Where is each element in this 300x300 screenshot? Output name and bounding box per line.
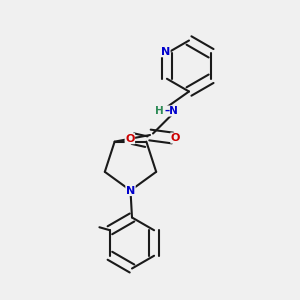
Text: O: O: [125, 134, 135, 144]
Text: O: O: [171, 133, 180, 143]
Text: H: H: [154, 106, 164, 116]
Text: –N: –N: [164, 106, 178, 116]
Text: N: N: [126, 185, 135, 196]
Text: N: N: [161, 47, 170, 57]
